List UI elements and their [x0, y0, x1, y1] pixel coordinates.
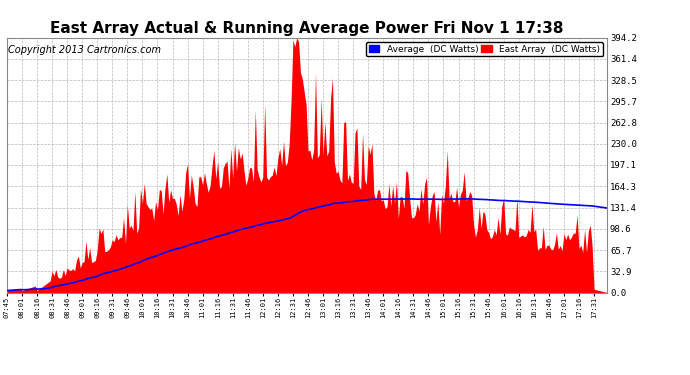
Title: East Array Actual & Running Average Power Fri Nov 1 17:38: East Array Actual & Running Average Powe…	[50, 21, 564, 36]
Text: Copyright 2013 Cartronics.com: Copyright 2013 Cartronics.com	[8, 45, 161, 55]
Legend: Average  (DC Watts), East Array  (DC Watts): Average (DC Watts), East Array (DC Watts…	[366, 42, 602, 56]
